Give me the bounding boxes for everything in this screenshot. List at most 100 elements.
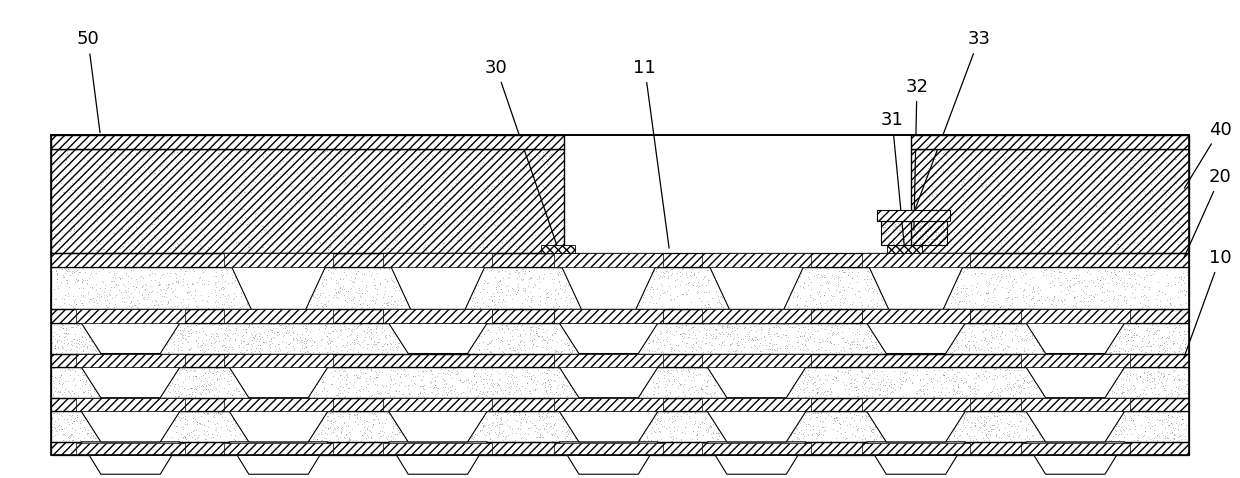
Point <box>849 345 869 353</box>
Point <box>497 377 517 385</box>
Point <box>365 380 384 388</box>
Point <box>1047 372 1066 380</box>
Point <box>1091 323 1111 330</box>
Point <box>126 149 146 157</box>
Point <box>215 235 234 243</box>
Point <box>662 265 682 272</box>
Point <box>325 285 345 293</box>
Point <box>909 386 929 393</box>
Point <box>129 223 149 231</box>
Point <box>172 346 192 354</box>
Point <box>646 265 666 273</box>
Point <box>955 334 975 342</box>
Point <box>946 290 966 298</box>
Point <box>703 330 723 337</box>
Point <box>148 300 167 307</box>
Point <box>698 300 718 308</box>
Point <box>999 369 1019 377</box>
Point <box>117 225 136 233</box>
Point <box>1172 320 1192 328</box>
Point <box>491 210 511 218</box>
Point <box>157 163 177 171</box>
Point <box>965 319 985 326</box>
Point <box>582 435 601 443</box>
Point <box>337 422 357 429</box>
Point <box>236 288 255 296</box>
Point <box>433 173 453 181</box>
Point <box>707 420 727 428</box>
Point <box>1022 368 1042 376</box>
Point <box>1138 285 1158 293</box>
Point <box>808 388 828 396</box>
Point <box>746 333 766 341</box>
Point <box>238 392 258 400</box>
Point <box>713 384 733 391</box>
Point <box>538 288 558 296</box>
Point <box>76 380 95 388</box>
Point <box>427 407 446 415</box>
Point <box>87 339 107 347</box>
Point <box>699 412 719 419</box>
Point <box>823 294 843 302</box>
Point <box>977 321 997 328</box>
Point <box>703 429 723 437</box>
Point <box>930 265 950 272</box>
Point <box>699 288 719 295</box>
Point <box>84 422 104 430</box>
Point <box>1109 279 1128 286</box>
Point <box>321 324 341 331</box>
Point <box>624 294 644 302</box>
Point <box>56 437 76 445</box>
Point <box>919 409 939 417</box>
Point <box>309 368 329 376</box>
Point <box>776 413 796 421</box>
Point <box>200 239 219 247</box>
Point <box>790 383 810 391</box>
Point <box>905 279 925 287</box>
Point <box>895 345 915 352</box>
Point <box>170 321 190 328</box>
Point <box>355 327 374 335</box>
Point <box>432 412 451 419</box>
Point <box>234 205 254 213</box>
Point <box>305 412 325 420</box>
Point <box>1159 421 1179 429</box>
Point <box>645 383 665 391</box>
Point <box>1076 157 1096 164</box>
Point <box>966 346 986 354</box>
Point <box>786 289 806 297</box>
Point <box>45 230 64 238</box>
Point <box>807 413 827 421</box>
Point <box>71 344 91 351</box>
Point <box>1013 215 1033 223</box>
Point <box>1069 421 1089 429</box>
Point <box>210 178 229 185</box>
Point <box>175 415 195 423</box>
Point <box>962 281 982 289</box>
Point <box>464 303 484 310</box>
Point <box>280 412 300 420</box>
Point <box>753 419 773 426</box>
Point <box>718 320 738 328</box>
Point <box>1112 366 1132 373</box>
Point <box>181 428 201 435</box>
Point <box>895 377 915 384</box>
Point <box>62 387 82 395</box>
Point <box>825 416 844 424</box>
Point <box>595 329 615 337</box>
Point <box>357 422 377 430</box>
Point <box>1059 437 1079 445</box>
Point <box>651 412 671 420</box>
Point <box>954 284 973 292</box>
Point <box>1047 435 1066 443</box>
Point <box>646 299 666 307</box>
Point <box>552 285 572 293</box>
Point <box>945 414 965 422</box>
Point <box>1140 327 1159 335</box>
Point <box>794 284 813 292</box>
Point <box>223 414 243 422</box>
Point <box>267 272 286 280</box>
Point <box>875 236 895 244</box>
Point <box>351 229 371 237</box>
Point <box>453 337 472 344</box>
